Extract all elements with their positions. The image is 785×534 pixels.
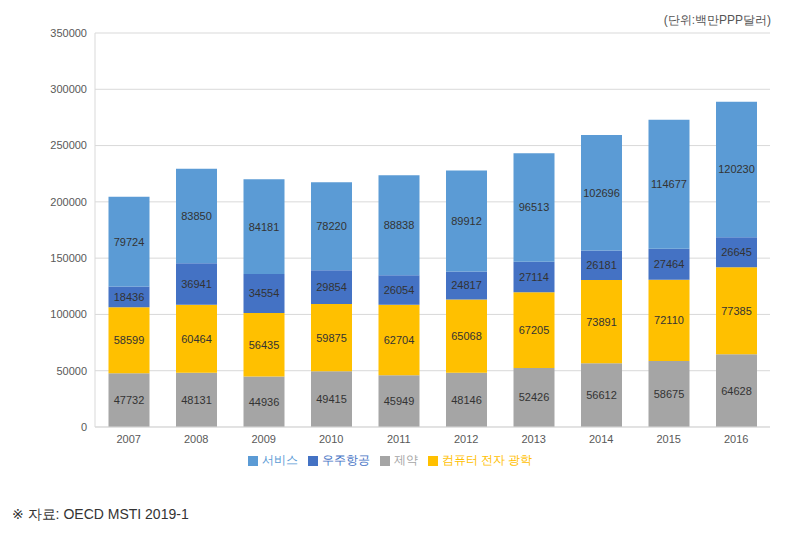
- svg-text:34554: 34554: [249, 287, 280, 299]
- html-text:서비스: 서비스: [261, 453, 298, 467]
- svg-text:65068: 65068: [451, 330, 482, 342]
- html-text:컴퓨터 전자 광학: 컴퓨터 전자 광학: [441, 453, 533, 467]
- html-text:※ 자료: OECD MSTI 2019-1: ※ 자료: OECD MSTI 2019-1: [12, 506, 189, 522]
- svg-text:102696: 102696: [583, 187, 620, 199]
- svg-text:36941: 36941: [181, 278, 212, 290]
- svg-text:0: 0: [81, 421, 87, 433]
- svg-text:26054: 26054: [384, 284, 415, 296]
- svg-text:114677: 114677: [651, 178, 687, 190]
- svg-text:2011: 2011: [387, 433, 411, 445]
- svg-text:300000: 300000: [50, 83, 87, 95]
- svg-text:73891: 73891: [586, 316, 617, 328]
- svg-text:78220: 78220: [316, 220, 347, 232]
- svg-text:60464: 60464: [181, 333, 212, 345]
- svg-text:58599: 58599: [114, 334, 145, 346]
- svg-text:2015: 2015: [657, 433, 681, 445]
- html-text:(단위:백만PPP달러): (단위:백만PPP달러): [663, 13, 771, 27]
- svg-text:350000: 350000: [50, 27, 87, 39]
- svg-text:24817: 24817: [451, 279, 482, 291]
- svg-text:2016: 2016: [724, 433, 748, 445]
- svg-text:56612: 56612: [586, 389, 617, 401]
- svg-text:48146: 48146: [451, 394, 482, 406]
- svg-text:27464: 27464: [654, 258, 685, 270]
- svg-text:50000: 50000: [56, 365, 87, 377]
- svg-text:250000: 250000: [50, 139, 87, 151]
- svg-text:48131: 48131: [181, 394, 212, 406]
- svg-text:18436: 18436: [114, 291, 145, 303]
- svg-text:150000: 150000: [50, 252, 87, 264]
- svg-text:49415: 49415: [316, 393, 347, 405]
- svg-text:88838: 88838: [384, 219, 415, 231]
- svg-text:2009: 2009: [252, 433, 276, 445]
- svg-text:2012: 2012: [454, 433, 478, 445]
- svg-text:120230: 120230: [718, 163, 755, 175]
- svg-text:45949: 45949: [384, 395, 415, 407]
- svg-text:2014: 2014: [589, 433, 613, 445]
- svg-text:89912: 89912: [451, 215, 482, 227]
- svg-text:27114: 27114: [519, 271, 549, 283]
- svg-text:64628: 64628: [721, 385, 752, 397]
- html-text:제약: 제약: [393, 453, 418, 467]
- svg-text:56435: 56435: [249, 339, 280, 351]
- svg-text:59875: 59875: [316, 332, 347, 344]
- svg-text:72110: 72110: [654, 314, 684, 326]
- svg-text:100000: 100000: [50, 308, 87, 320]
- svg-text:84181: 84181: [249, 221, 280, 233]
- svg-text:26181: 26181: [586, 259, 617, 271]
- svg-text:58675: 58675: [654, 388, 685, 400]
- svg-text:2008: 2008: [184, 433, 208, 445]
- svg-text:47732: 47732: [114, 394, 145, 406]
- svg-text:29854: 29854: [316, 281, 347, 293]
- svg-text:44936: 44936: [249, 396, 280, 408]
- svg-text:79724: 79724: [114, 236, 145, 248]
- svg-text:52426: 52426: [519, 391, 550, 403]
- svg-text:26645: 26645: [721, 246, 752, 258]
- html-text:우주항공: 우주항공: [321, 453, 370, 467]
- svg-text:67205: 67205: [519, 324, 550, 336]
- svg-text:62704: 62704: [384, 334, 415, 346]
- svg-text:200000: 200000: [50, 196, 87, 208]
- svg-text:2013: 2013: [522, 433, 546, 445]
- svg-text:77385: 77385: [721, 305, 752, 317]
- svg-text:96513: 96513: [519, 201, 550, 213]
- svg-text:83850: 83850: [181, 210, 212, 222]
- svg-text:2010: 2010: [319, 433, 343, 445]
- svg-text:2007: 2007: [117, 433, 141, 445]
